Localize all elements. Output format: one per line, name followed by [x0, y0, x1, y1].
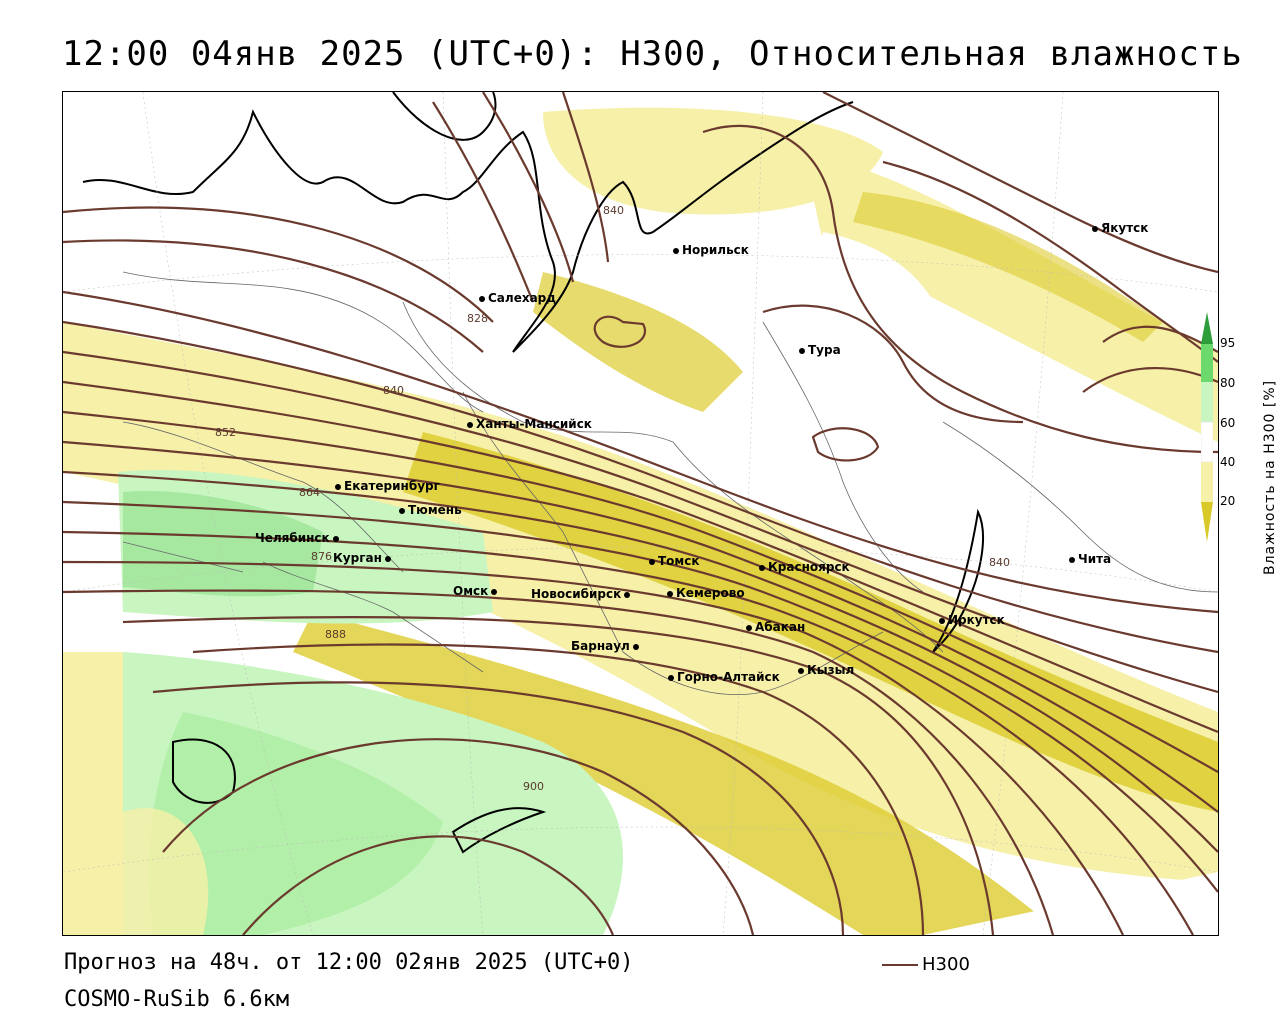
city-marker[interactable]: Ханты-Мансийск [467, 417, 592, 431]
colorbar-tick: 20 [1220, 494, 1236, 508]
city-dot-icon [798, 667, 804, 674]
colorbar-tick: 40 [1220, 455, 1236, 469]
city-dot-icon [939, 617, 945, 624]
h300-legend-line-icon [882, 964, 918, 966]
city-dot-icon [799, 347, 805, 354]
contour-label: 828 [467, 312, 488, 325]
city-marker[interactable]: Томск [649, 554, 700, 568]
city-marker[interactable]: Тюмень [399, 503, 462, 517]
city-marker[interactable]: Иркутск [939, 613, 1005, 627]
city-dot-icon [479, 295, 485, 302]
city-dot-icon [632, 643, 639, 650]
contour-label: 900 [523, 780, 544, 793]
city-dot-icon [624, 591, 631, 598]
city-marker: Челябинск [255, 531, 342, 545]
grid-lines [63, 92, 1218, 935]
city-marker[interactable]: Екатеринбург [335, 479, 440, 493]
region-borders [122, 271, 1218, 695]
city-marker[interactable]: Новосибирск [531, 587, 633, 601]
humidity-fill [63, 92, 1218, 935]
city-dot-icon [335, 483, 341, 490]
city-dot-icon [491, 588, 498, 595]
model-name: COSMO-RuSib 6.6км [64, 987, 290, 1012]
contour-label: 876 [311, 550, 332, 563]
colorbar-tick: 80 [1220, 376, 1236, 390]
colorbar-tick: 95 [1220, 336, 1236, 350]
contour-label: 840 [989, 556, 1010, 569]
contour-label: 888 [325, 628, 346, 641]
colorbar-tick: 60 [1220, 416, 1236, 430]
city-dot-icon [384, 555, 391, 562]
city-dot-icon [746, 624, 752, 631]
colorbar-title: Влажность на H300 [%] [1262, 379, 1278, 575]
humidity-colorbar [1201, 312, 1213, 542]
city-marker[interactable]: Норильск [673, 243, 749, 257]
city-marker[interactable]: Омск [453, 584, 500, 598]
city-marker[interactable]: Кызыл [798, 663, 854, 677]
city-marker[interactable]: Кемерово [667, 586, 745, 600]
city-dot-icon [649, 558, 655, 565]
city-dot-icon [399, 507, 405, 514]
city-dot-icon [332, 535, 339, 542]
city-dot-icon [668, 674, 674, 681]
city-marker[interactable]: Горно-Алтайск [668, 670, 780, 684]
contour-label: 852 [215, 426, 236, 439]
map-canvas [63, 92, 1218, 935]
city-dot-icon [667, 590, 673, 597]
contour-label: 840 [603, 204, 624, 217]
city-dot-icon [673, 247, 679, 254]
city-marker[interactable]: Абакан [746, 620, 805, 634]
city-marker[interactable]: Курган [333, 551, 394, 565]
city-dot-icon [759, 564, 765, 571]
contour-label: 840 [383, 384, 404, 397]
contour-label: 864 [299, 486, 320, 499]
map-panel[interactable]: 840 828 840 852 864 876 888 900 840 Нори… [62, 91, 1219, 936]
city-marker[interactable]: Якутск [1092, 221, 1148, 235]
city-dot-icon [1069, 556, 1075, 563]
city-marker[interactable]: Салехард [479, 291, 556, 305]
h300-contours [63, 92, 1218, 935]
city-marker[interactable]: Тура [799, 343, 841, 357]
forecast-info: Прогноз на 48ч. от 12:00 02янв 2025 (UTC… [64, 950, 634, 975]
city-marker[interactable]: Красноярск [759, 560, 850, 574]
h300-legend-label: H300 [922, 954, 970, 975]
map-title: 12:00 04янв 2025 (UTC+0): H300, Относите… [62, 34, 1243, 74]
city-dot-icon [1092, 225, 1098, 232]
city-marker[interactable]: Барнаул [571, 639, 642, 653]
city-dot-icon [467, 421, 473, 428]
city-marker[interactable]: Чита [1069, 552, 1111, 566]
